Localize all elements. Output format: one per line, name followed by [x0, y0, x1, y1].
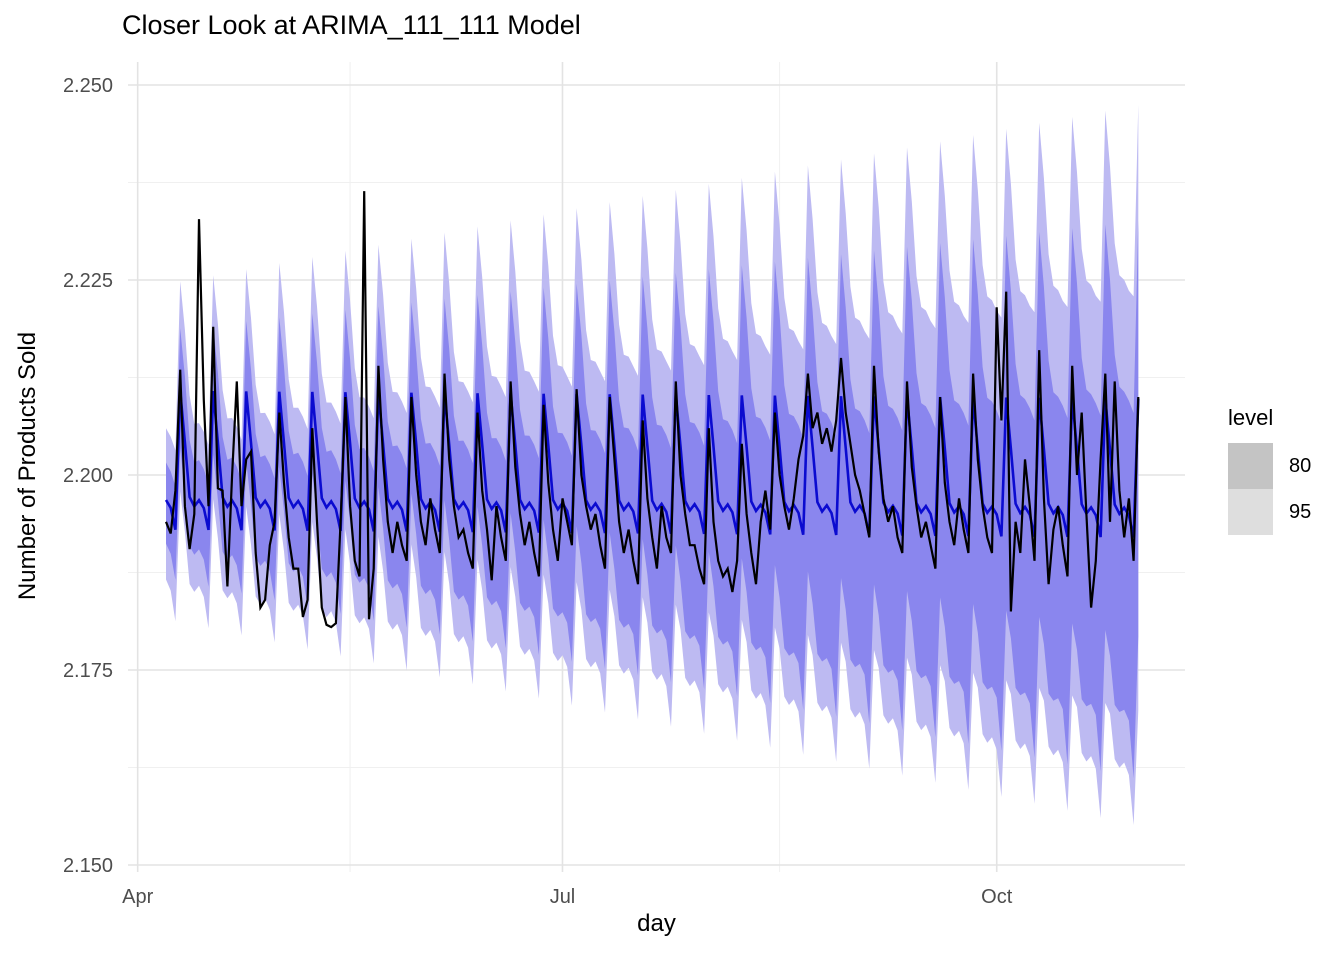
legend-title: level [1228, 405, 1274, 430]
x-tick-label: Oct [981, 886, 1013, 908]
legend-label-80: 80 [1289, 454, 1312, 477]
legend-swatch-80 [1228, 443, 1273, 489]
chart-title: Closer Look at ARIMA_111_111 Model [122, 10, 581, 40]
x-tick-label: Apr [122, 886, 153, 908]
y-tick-label: 2.200 [63, 465, 113, 487]
actual-line [164, 191, 1140, 629]
x-axis-title: day [637, 910, 676, 937]
legend-label-95: 95 [1289, 500, 1312, 523]
y-tick-label: 2.175 [63, 660, 113, 682]
y-tick-label: 2.150 [63, 855, 113, 877]
legend-item-80: 80 [1228, 443, 1311, 489]
legend-item-95: 95 [1228, 489, 1311, 535]
legend-swatch-95 [1228, 489, 1273, 535]
level-legend: level 80 95 [1228, 405, 1311, 535]
y-tick-label: 2.250 [63, 75, 113, 97]
y-axis-title: Number of Products Sold [14, 331, 41, 601]
y-tick-label: 2.225 [63, 270, 113, 292]
x-tick-label: Jul [550, 886, 576, 908]
